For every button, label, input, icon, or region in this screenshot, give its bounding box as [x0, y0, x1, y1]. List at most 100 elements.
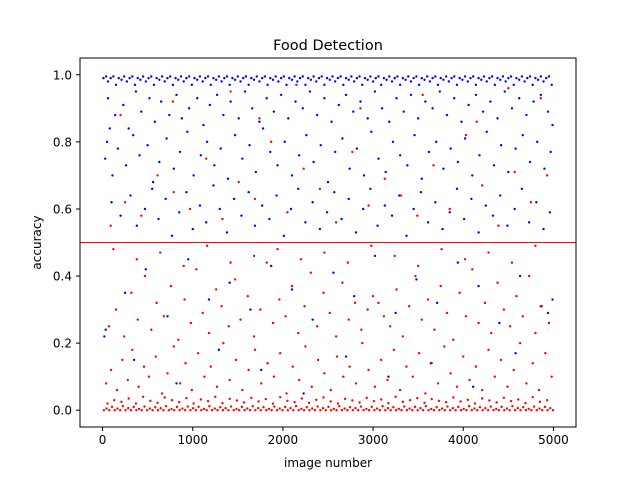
data-point-series-1	[419, 190, 423, 194]
data-point-series-1	[385, 78, 388, 82]
data-point-series-2	[239, 318, 242, 321]
data-point-series-2	[359, 405, 363, 408]
data-point-series-1	[263, 75, 267, 78]
data-point-series-1	[380, 83, 383, 87]
data-point-series-1	[105, 140, 109, 144]
data-point-series-1	[362, 174, 366, 177]
data-point-series-2	[502, 396, 506, 400]
data-point-series-1	[456, 261, 460, 264]
data-point-series-1	[199, 154, 203, 157]
data-point-series-1	[501, 75, 505, 78]
data-point-series-1	[106, 80, 110, 83]
data-point-series-2	[140, 409, 143, 412]
data-point-series-2	[119, 113, 122, 117]
data-point-series-2	[116, 407, 119, 410]
plot-frame	[79, 57, 577, 428]
data-point-series-2	[190, 388, 194, 392]
data-point-series-2	[127, 407, 130, 410]
data-point-series-2	[538, 400, 542, 404]
data-point-series-2	[183, 409, 187, 412]
data-point-series-2	[242, 401, 246, 404]
data-point-series-2	[452, 396, 455, 399]
data-point-series-2	[270, 409, 273, 412]
data-point-series-2	[348, 365, 351, 368]
data-point-series-2	[154, 406, 157, 409]
data-point-series-1	[114, 83, 118, 87]
data-point-series-1	[279, 76, 283, 80]
data-point-series-2	[522, 406, 525, 409]
data-point-series-2	[437, 399, 441, 403]
data-point-series-2	[283, 405, 287, 409]
data-point-series-1	[178, 211, 181, 214]
data-point-series-1	[417, 83, 421, 87]
data-point-series-2	[271, 402, 275, 405]
data-point-series-2	[235, 407, 238, 411]
data-point-series-2	[185, 396, 188, 400]
data-point-series-2	[400, 409, 403, 412]
data-point-series-1	[225, 75, 229, 78]
data-point-series-1	[455, 187, 459, 191]
data-point-series-2	[426, 298, 430, 301]
data-point-series-2	[132, 405, 135, 409]
data-point-series-1	[551, 123, 554, 127]
data-point-series-1	[104, 328, 107, 331]
data-point-series-2	[507, 86, 510, 90]
data-point-series-2	[329, 388, 332, 392]
data-point-series-1	[431, 107, 434, 110]
data-point-series-2	[382, 315, 386, 318]
data-point-series-1	[325, 76, 329, 80]
data-point-series-2	[246, 407, 249, 410]
data-point-series-1	[499, 144, 503, 147]
data-point-series-1	[342, 83, 345, 87]
data-point-series-2	[142, 365, 146, 368]
data-point-series-2	[444, 400, 448, 404]
data-point-series-2	[375, 407, 379, 410]
data-point-series-1	[271, 78, 275, 82]
data-point-series-1	[166, 76, 169, 80]
data-point-series-1	[426, 75, 429, 78]
y-tick-label: 0.6	[53, 202, 72, 216]
data-point-series-1	[269, 76, 272, 80]
data-point-series-2	[457, 405, 460, 409]
data-point-series-1	[258, 120, 261, 123]
data-point-series-2	[299, 258, 303, 261]
data-point-series-2	[109, 368, 113, 372]
data-point-series-2	[170, 407, 173, 411]
data-point-series-2	[106, 402, 109, 405]
data-point-series-1	[141, 75, 145, 78]
data-point-series-2	[517, 398, 520, 401]
data-point-series-2	[102, 409, 106, 412]
data-point-series-2	[544, 352, 547, 355]
data-point-series-1	[144, 80, 148, 83]
data-point-series-1	[513, 207, 516, 211]
data-point-series-2	[405, 409, 409, 412]
data-point-series-1	[254, 170, 258, 174]
data-point-series-1	[122, 103, 125, 107]
data-point-series-1	[296, 80, 299, 83]
data-point-series-2	[182, 264, 185, 268]
data-point-series-2	[308, 409, 311, 412]
data-point-series-2	[531, 395, 534, 399]
data-point-series-1	[150, 75, 153, 78]
data-point-series-2	[531, 362, 534, 365]
data-point-series-1	[196, 97, 199, 100]
data-point-series-2	[184, 362, 187, 365]
data-point-series-1	[272, 110, 276, 113]
data-point-series-1	[146, 144, 149, 147]
data-point-series-1	[277, 80, 280, 83]
data-point-series-1	[255, 75, 258, 78]
data-point-series-1	[336, 76, 340, 80]
data-point-series-1	[269, 150, 272, 154]
data-point-series-1	[187, 258, 190, 261]
data-point-series-1	[531, 83, 534, 87]
data-point-series-2	[267, 407, 271, 411]
data-point-series-2	[393, 254, 396, 258]
data-point-series-1	[545, 76, 548, 80]
data-point-series-1	[520, 75, 524, 78]
data-point-series-1	[326, 180, 330, 184]
data-point-series-2	[370, 405, 373, 409]
data-point-series-2	[329, 400, 332, 403]
data-point-series-1	[187, 107, 191, 110]
data-point-series-2	[229, 90, 232, 93]
data-point-series-2	[121, 358, 124, 362]
